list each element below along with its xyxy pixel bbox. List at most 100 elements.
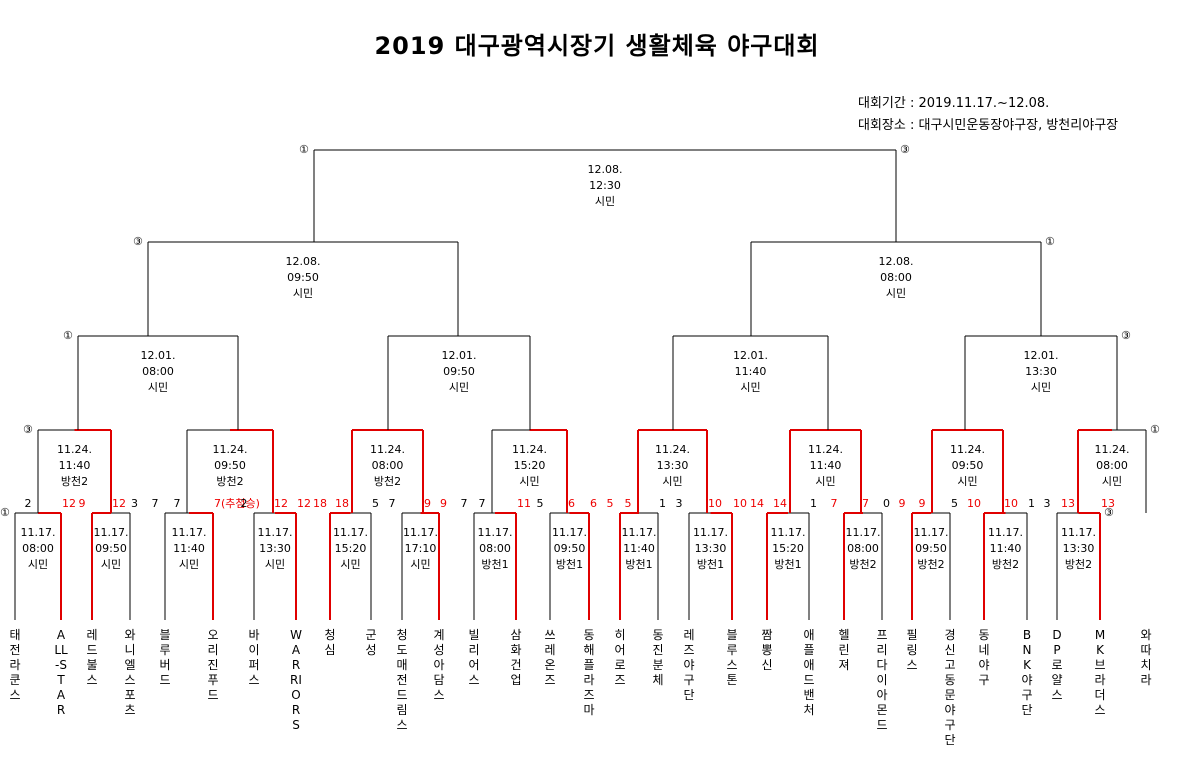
team-name: 히어로즈 [614, 628, 626, 687]
score-right: 9 [440, 497, 447, 510]
score-right: 12 [112, 497, 126, 510]
score-left: 2 [24, 497, 32, 510]
team-name: 와따치라 [1140, 628, 1152, 687]
match-place: 방천1 [625, 558, 653, 571]
team-name: 삼화건업 [510, 628, 522, 687]
match-info: 12.01. 08:00 시민 [78, 348, 238, 396]
tournament-period: 대회기간 : 2019.11.17.~12.08. [858, 96, 1050, 111]
team-name: 태전라쿤스 [9, 628, 21, 702]
match-time: 08:00 [847, 542, 879, 555]
match-date: 11.24. [370, 443, 405, 456]
match-info: 12.01. 13:30 시민 [965, 348, 1117, 396]
seed-mark: ① [299, 143, 309, 156]
score-right: 3 [131, 497, 138, 510]
match-time: 09:50 [287, 271, 319, 284]
score-right: 6 [590, 497, 597, 510]
team-name: 청심 [324, 628, 336, 657]
match-info: 11.17. 09:50 방천2 [901, 525, 961, 573]
team-name: WARRIORS [290, 628, 302, 732]
seed-mark: ① [1150, 423, 1160, 436]
match-info: 11.24. 11:40 방천2 [38, 442, 111, 490]
team-name: 동해플라즈마 [583, 628, 595, 717]
team-name: 동진분체 [652, 628, 664, 687]
match-info: 12.01. 11:40 시민 [673, 348, 828, 396]
seed-mark: ③ [1121, 329, 1131, 342]
match-place: 시민 [27, 558, 49, 571]
score-right: 12 [297, 497, 311, 510]
match-place: 방천1 [774, 558, 802, 571]
match-date: 11.24. [1094, 443, 1130, 456]
match-date: 11.17. [403, 526, 438, 539]
match-date: 12.01. [441, 349, 477, 362]
score-right: 7 [862, 497, 869, 510]
match-place: 시민 [519, 475, 540, 488]
team-name: 필링스 [906, 628, 918, 672]
score-left: 7 [388, 497, 396, 510]
score-left: 14 [750, 497, 764, 510]
match-date: 11.24. [950, 443, 985, 456]
match-date: 11.17. [552, 526, 587, 539]
score-left: 3 [675, 497, 683, 510]
team-name: 경신고동문야구단 [944, 628, 956, 747]
score-right: 12 [62, 497, 76, 510]
seed-mark: ① [63, 329, 73, 342]
score-left: 7 [830, 497, 838, 510]
score-right: 1 [810, 497, 817, 510]
team-name: 애플애드밴처 [803, 628, 815, 717]
match-date: 11.24. [655, 443, 690, 456]
score-left: 7 [151, 497, 159, 510]
team-name: 와니엘스포츠 [124, 628, 136, 717]
team-name: 블루스톤 [726, 628, 738, 687]
match-time: 12:30 [589, 179, 621, 192]
match-time: 13:30 [656, 459, 689, 472]
match-time: 09:50 [443, 365, 475, 378]
match-place: 시민 [885, 287, 907, 300]
match-time: 11:40 [623, 542, 655, 555]
score-left: 5 [606, 497, 614, 510]
match-time: 13:30 [1025, 365, 1057, 378]
match-date: 11.24. [212, 443, 248, 456]
match-date: 11.17. [693, 526, 728, 539]
match-time: 13:30 [694, 542, 727, 555]
match-place: 시민 [1030, 381, 1052, 394]
match-date: 12.08. [878, 255, 914, 268]
match-time: 08:00 [371, 459, 404, 472]
team-name: 오리진푸드 [207, 628, 219, 702]
match-time: 09:50 [951, 459, 984, 472]
match-info: 12.08. 09:50 시민 [148, 254, 458, 302]
score-left: 5 [624, 497, 632, 510]
match-info: 11.17. 08:00 방천2 [833, 525, 893, 573]
match-time: 13:30 [259, 542, 291, 555]
match-time: 08:00 [880, 271, 912, 284]
match-info: 11.24. 09:50 시민 [932, 442, 1003, 490]
match-info: 11.24. 08:00 방천2 [352, 442, 423, 490]
match-info: 12.08. 08:00 시민 [751, 254, 1041, 302]
team-name: 짬뽕신 [761, 628, 773, 672]
match-date: 12.01. [1023, 349, 1059, 362]
team-name: 빌리어스 [468, 628, 480, 687]
match-date: 11.24. [808, 443, 843, 456]
match-place: 시민 [147, 381, 169, 394]
match-place: 시민 [264, 558, 286, 571]
match-time: 09:50 [915, 542, 947, 555]
match-date: 12.08. [285, 255, 321, 268]
match-info: 12.01. 09:50 시민 [388, 348, 530, 396]
match-info: 11.24. 13:30 시민 [638, 442, 707, 490]
match-date: 12.01. [140, 349, 176, 362]
match-date: 11.17. [257, 526, 293, 539]
match-info: 11.17. 13:30 방천2 [1049, 525, 1109, 573]
match-place: 방천1 [696, 558, 725, 571]
match-place: 시민 [957, 475, 978, 488]
match-place: 방천2 [60, 475, 89, 488]
match-time: 11:40 [173, 542, 205, 555]
match-place: 시민 [740, 381, 761, 394]
score-right: 5 [951, 497, 958, 510]
match-info: 11.17. 09:50 방천1 [540, 525, 600, 573]
match-place: 시민 [662, 475, 683, 488]
seed-mark: ③ [900, 143, 910, 156]
seed-mark: ③ [23, 423, 33, 436]
team-name: 청도매전드림스 [396, 628, 408, 732]
match-place: 방천2 [373, 475, 402, 488]
tournament-venue: 대회장소 : 대구시민운동장야구장, 방천리야구장 [858, 118, 1119, 133]
